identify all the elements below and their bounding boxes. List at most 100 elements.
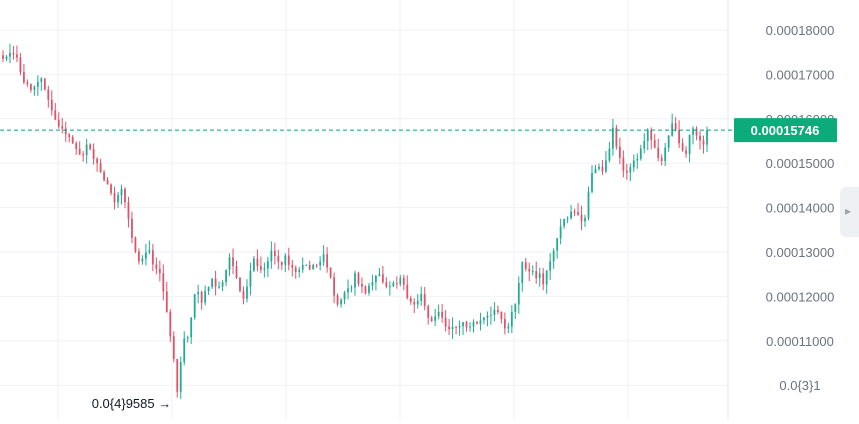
candle bbox=[134, 236, 137, 254]
candle bbox=[625, 163, 628, 180]
candle bbox=[277, 249, 280, 270]
candle bbox=[657, 138, 660, 162]
candle bbox=[266, 256, 269, 278]
candle bbox=[169, 309, 172, 342]
candle bbox=[375, 274, 377, 291]
candle bbox=[650, 127, 653, 150]
candle bbox=[148, 240, 151, 255]
candle bbox=[179, 356, 182, 400]
candle bbox=[441, 303, 444, 323]
candle bbox=[110, 183, 112, 196]
candle bbox=[444, 310, 447, 332]
candle bbox=[253, 256, 255, 273]
expand-panel-button[interactable]: ▸ bbox=[840, 187, 859, 237]
candle bbox=[36, 75, 39, 96]
candle bbox=[322, 245, 325, 266]
candle bbox=[232, 248, 234, 275]
candle bbox=[598, 163, 600, 171]
candle bbox=[5, 54, 8, 62]
candle bbox=[490, 306, 492, 325]
candle bbox=[493, 302, 496, 322]
candle bbox=[207, 286, 210, 295]
candle bbox=[221, 280, 224, 292]
candle bbox=[89, 143, 92, 151]
candle bbox=[434, 308, 437, 326]
candle bbox=[340, 298, 342, 308]
candle bbox=[587, 186, 590, 221]
candle bbox=[204, 285, 207, 306]
y-tick-label: 0.00018000 bbox=[766, 23, 835, 38]
candle bbox=[639, 144, 642, 161]
candle bbox=[29, 83, 32, 93]
candle bbox=[594, 164, 597, 174]
candle bbox=[671, 113, 674, 137]
candle bbox=[298, 266, 301, 278]
candle bbox=[364, 285, 367, 295]
candle bbox=[514, 303, 517, 320]
candle bbox=[667, 135, 670, 152]
candle bbox=[357, 271, 360, 287]
candle bbox=[538, 267, 541, 287]
candle bbox=[64, 121, 67, 142]
current-price-label[interactable]: 0.00015746 bbox=[734, 118, 837, 143]
candle bbox=[308, 260, 311, 271]
candle bbox=[688, 134, 691, 163]
candle bbox=[127, 196, 130, 228]
candle bbox=[535, 261, 538, 284]
candle bbox=[263, 262, 266, 278]
candle bbox=[531, 265, 534, 276]
candle bbox=[120, 184, 123, 205]
candle bbox=[517, 276, 520, 314]
candle bbox=[200, 290, 203, 310]
candle bbox=[190, 316, 193, 344]
candle bbox=[270, 241, 273, 269]
y-tick-label: 0.00013000 bbox=[766, 245, 835, 260]
candle bbox=[294, 265, 297, 279]
candle bbox=[165, 281, 168, 313]
candle bbox=[312, 263, 315, 270]
candle bbox=[388, 281, 391, 296]
candle bbox=[580, 205, 583, 231]
price-axis[interactable]: 0.000180000.000170000.000160000.00015000… bbox=[734, 23, 837, 393]
candle bbox=[162, 264, 165, 301]
candle bbox=[151, 244, 154, 272]
candle bbox=[329, 267, 332, 279]
candle bbox=[496, 305, 499, 315]
candle bbox=[350, 285, 353, 293]
candle bbox=[239, 277, 241, 293]
candle bbox=[486, 311, 489, 327]
candle bbox=[85, 138, 88, 164]
candle bbox=[483, 316, 485, 325]
candle bbox=[124, 187, 126, 209]
candle bbox=[608, 141, 611, 163]
candle bbox=[437, 304, 440, 320]
candle bbox=[552, 248, 555, 269]
candle bbox=[176, 358, 179, 398]
candle bbox=[664, 143, 667, 167]
candle bbox=[500, 311, 503, 324]
candle bbox=[612, 118, 614, 156]
candle bbox=[47, 85, 50, 108]
candle bbox=[524, 257, 527, 272]
candle bbox=[354, 270, 356, 296]
candle bbox=[172, 331, 175, 363]
candle bbox=[197, 284, 200, 304]
candle bbox=[301, 257, 304, 273]
candle bbox=[78, 141, 81, 156]
candle bbox=[605, 151, 607, 174]
candle bbox=[416, 294, 419, 309]
candle bbox=[144, 243, 147, 266]
y-tick-label: 0.00017000 bbox=[766, 67, 835, 82]
candle bbox=[503, 312, 506, 335]
candle bbox=[469, 322, 471, 332]
low-price-marker: 0.0{4}9585 → bbox=[92, 396, 172, 411]
candle bbox=[465, 320, 468, 332]
candle bbox=[678, 120, 681, 149]
candle bbox=[284, 253, 287, 273]
candle bbox=[214, 270, 217, 296]
candle bbox=[381, 265, 384, 284]
candle bbox=[556, 238, 559, 259]
candle bbox=[103, 169, 105, 182]
